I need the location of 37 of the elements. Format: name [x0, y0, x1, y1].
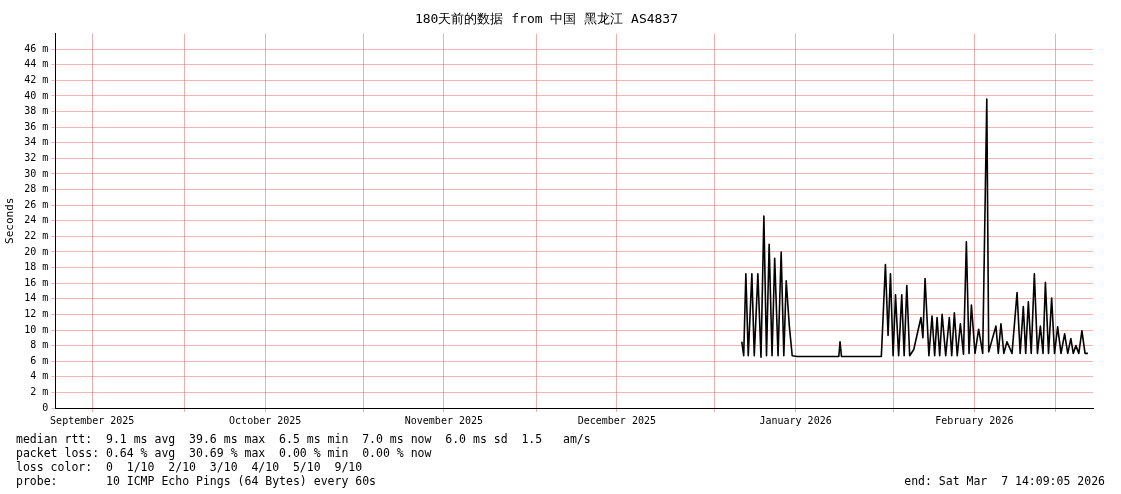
y-tick-label: 14 m — [24, 292, 49, 304]
x-tick-label: January 2026 — [759, 414, 832, 426]
text: loss color: 0 1/10 2/10 3/10 4/10 5/10 9/10 — [16, 460, 363, 474]
y-tick-label: 4 m — [30, 370, 49, 382]
text: end: Sat Mar 7 14:09:05 2026 — [904, 474, 1105, 488]
y-axis-title: Seconds — [3, 197, 17, 244]
y-tick-label: 42 m — [24, 73, 49, 85]
y-tick-label: 44 m — [24, 58, 49, 70]
y-tick-label: 12 m — [24, 307, 49, 319]
text: probe: 10 ICMP Echo Pings (64 Bytes) every 60s — [16, 474, 377, 488]
y-tick-label: 20 m — [24, 245, 49, 257]
x-tick-label: October 2025 — [229, 414, 302, 426]
y-tick-label: 22 m — [24, 229, 49, 241]
y-tick-label: 16 m — [24, 276, 49, 288]
y-tick-label: 36 m — [24, 120, 49, 132]
y-tick-label: 6 m — [30, 354, 49, 366]
y-tick-label: 38 m — [24, 105, 49, 117]
y-tick-label: 2 m — [30, 385, 49, 397]
chart-title: 180天前的数据 from 中国 黑龙江 AS4837 — [414, 11, 679, 27]
y-tick-label: 46 m — [24, 42, 49, 54]
y-tick-label: 34 m — [24, 136, 49, 148]
y-tick-label: 8 m — [30, 339, 49, 351]
x-tick-label: November 2025 — [404, 414, 484, 426]
y-tick-label: 24 m — [24, 214, 49, 226]
y-tick-label: 18 m — [24, 261, 49, 273]
y-tick-label: 0 — [42, 401, 49, 413]
text: packet loss: 0.64 % avg 30.69 % max 0.00 % min 0.00 % now — [16, 446, 432, 460]
x-tick-label: September 2025 — [50, 414, 135, 426]
x-tick-label: December 2025 — [577, 414, 656, 426]
y-tick-label: 28 m — [24, 183, 49, 195]
text: median rtt: 9.1 ms avg 39.6 ms max 6.5 ms min 7.0 ms now 6.0 ms sd 1.5 am/s — [16, 432, 591, 446]
y-tick-label: 10 m — [24, 323, 49, 335]
y-tick-label: 26 m — [24, 198, 49, 210]
y-tick-label: 40 m — [24, 89, 49, 101]
y-tick-label: 30 m — [24, 167, 49, 179]
x-tick-label: February 2026 — [935, 414, 1014, 426]
y-tick-label: 32 m — [24, 151, 49, 163]
